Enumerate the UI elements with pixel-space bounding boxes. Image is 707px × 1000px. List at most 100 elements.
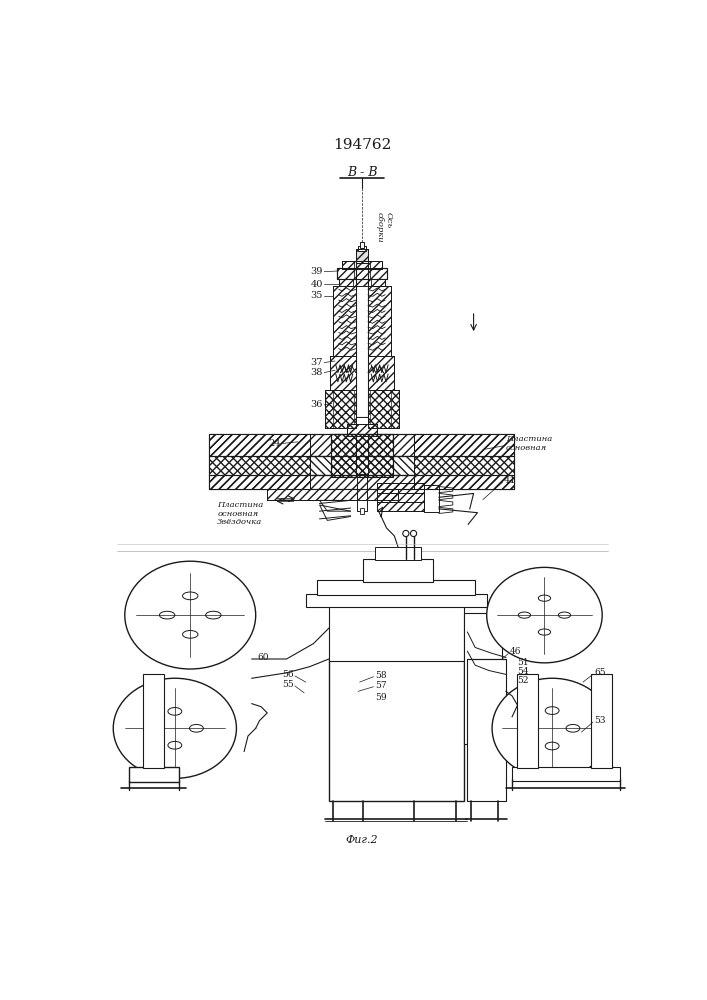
Ellipse shape — [160, 611, 175, 619]
Bar — [356, 249, 368, 263]
Circle shape — [477, 676, 489, 688]
Text: 194762: 194762 — [333, 138, 391, 152]
Circle shape — [403, 530, 409, 537]
Bar — [467, 659, 506, 801]
Bar — [325, 389, 356, 428]
Ellipse shape — [492, 678, 612, 778]
Bar — [356, 417, 368, 456]
Ellipse shape — [538, 595, 551, 601]
Ellipse shape — [182, 592, 198, 600]
Bar — [209, 475, 515, 489]
Text: 53: 53 — [595, 716, 606, 725]
Bar — [329, 356, 356, 390]
Bar — [368, 356, 395, 390]
Bar — [368, 356, 395, 390]
Bar — [346, 424, 378, 436]
Ellipse shape — [559, 612, 571, 618]
Bar — [360, 242, 364, 248]
Ellipse shape — [182, 631, 198, 638]
Text: 41: 41 — [503, 476, 516, 485]
Bar — [378, 502, 423, 511]
Bar — [423, 485, 439, 512]
Text: Ось
сборки: Ось сборки — [376, 212, 393, 243]
Bar — [354, 261, 370, 279]
Bar — [357, 474, 366, 511]
Text: Фиг.2: Фиг.2 — [346, 835, 378, 845]
Text: 56: 56 — [283, 670, 294, 679]
Bar — [368, 286, 391, 356]
Bar — [317, 580, 475, 595]
Text: 59: 59 — [375, 693, 387, 702]
Bar — [368, 389, 399, 428]
Text: Звёздочка: Звёздочка — [217, 518, 262, 526]
Bar — [209, 434, 515, 456]
Ellipse shape — [545, 742, 559, 750]
Bar — [368, 286, 391, 356]
Bar — [378, 502, 423, 511]
Bar — [329, 356, 356, 390]
Ellipse shape — [168, 708, 182, 715]
Bar — [414, 434, 515, 489]
Text: 54: 54 — [518, 667, 529, 676]
Bar — [331, 434, 393, 477]
Bar — [209, 434, 310, 489]
Text: 60: 60 — [257, 653, 269, 662]
Bar — [512, 767, 620, 781]
Text: 24: 24 — [269, 439, 281, 448]
Ellipse shape — [168, 741, 182, 749]
Ellipse shape — [125, 561, 256, 669]
Bar — [378, 483, 423, 493]
Circle shape — [411, 530, 416, 537]
Bar — [209, 456, 515, 475]
Bar — [333, 389, 354, 428]
Ellipse shape — [113, 678, 236, 778]
Bar — [378, 493, 423, 502]
Text: 46: 46 — [510, 647, 521, 656]
Bar — [378, 493, 423, 502]
Text: 39: 39 — [310, 267, 322, 276]
Bar — [378, 483, 423, 493]
Text: Пластина
основная: Пластина основная — [506, 435, 552, 452]
Bar — [368, 389, 399, 428]
Text: 52: 52 — [518, 676, 529, 685]
Bar — [329, 659, 464, 801]
Bar — [517, 674, 538, 768]
Bar — [360, 508, 364, 514]
Text: 37: 37 — [310, 358, 322, 367]
Text: B - B: B - B — [346, 166, 378, 179]
Bar — [363, 559, 433, 582]
Ellipse shape — [486, 567, 602, 663]
Bar — [129, 767, 179, 782]
Bar — [209, 475, 515, 489]
Bar — [353, 279, 371, 286]
Bar — [370, 389, 391, 428]
Bar — [209, 434, 310, 489]
Bar — [337, 268, 387, 279]
Ellipse shape — [146, 724, 160, 732]
Bar — [414, 434, 515, 489]
Bar — [342, 261, 382, 269]
Text: 57: 57 — [375, 681, 387, 690]
Text: 51: 51 — [518, 658, 529, 667]
Ellipse shape — [189, 724, 204, 732]
Bar — [339, 279, 385, 286]
Text: 38: 38 — [310, 368, 322, 377]
Ellipse shape — [518, 612, 530, 618]
Bar — [464, 613, 502, 744]
Bar — [325, 389, 356, 428]
Text: 35: 35 — [310, 291, 322, 300]
Bar — [209, 456, 515, 475]
Bar — [331, 434, 393, 477]
Bar — [356, 263, 368, 417]
Bar — [346, 424, 378, 436]
Ellipse shape — [525, 724, 538, 732]
Bar — [267, 489, 398, 500]
Bar — [143, 674, 164, 768]
Bar — [375, 547, 421, 560]
Text: 58: 58 — [375, 671, 387, 680]
Bar — [333, 286, 356, 356]
Ellipse shape — [206, 611, 221, 619]
Bar — [356, 434, 368, 479]
Bar — [337, 268, 387, 279]
Ellipse shape — [538, 629, 551, 635]
